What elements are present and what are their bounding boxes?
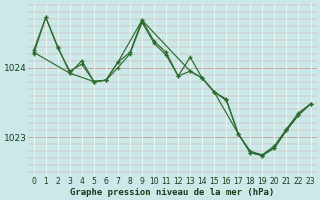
X-axis label: Graphe pression niveau de la mer (hPa): Graphe pression niveau de la mer (hPa) [70,188,274,197]
